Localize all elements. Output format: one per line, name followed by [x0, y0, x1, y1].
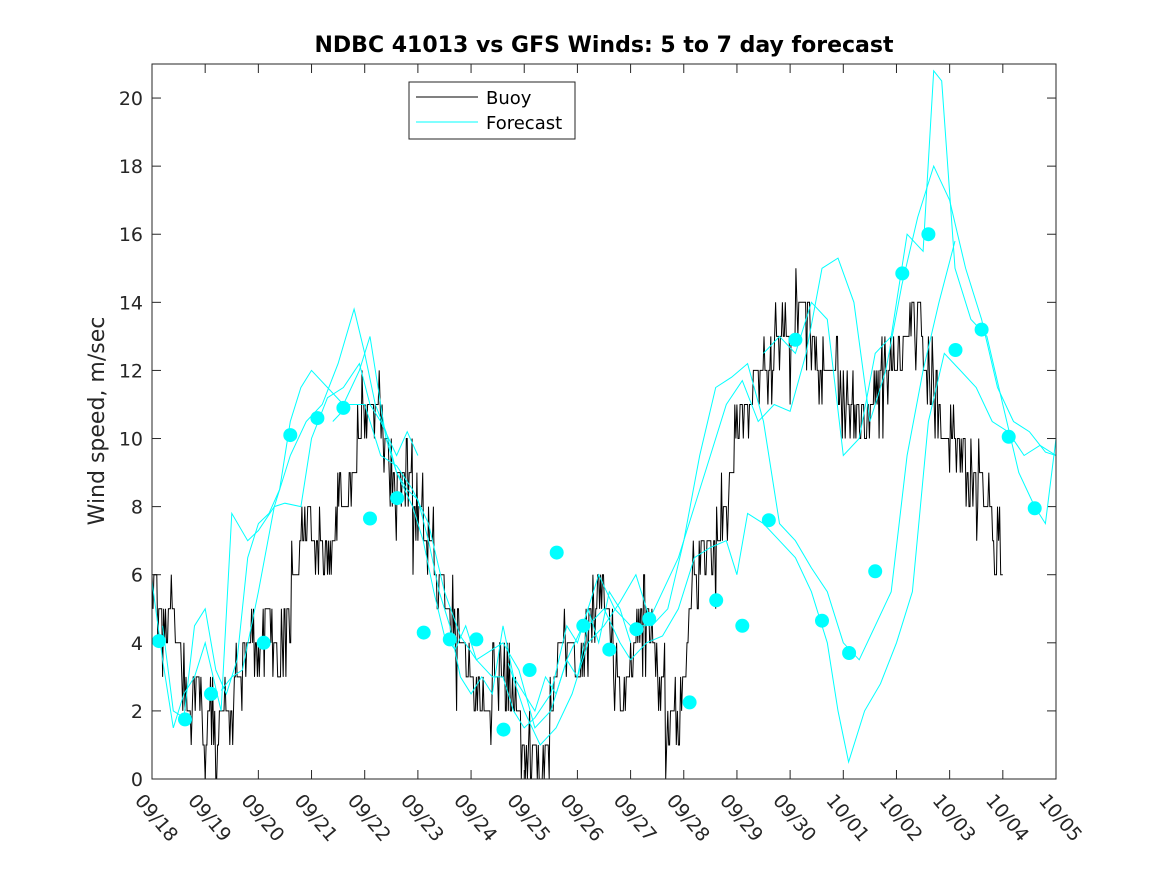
forecast-marker: [363, 511, 377, 526]
y-tick-label: 12: [119, 360, 143, 382]
forecast-marker: [1001, 429, 1016, 444]
forecast-marker: [842, 646, 857, 660]
forecast-series-line-1: [152, 362, 419, 729]
forecast-marker: [522, 663, 537, 677]
forecast-marker: [709, 593, 724, 608]
legend-box: [408, 81, 576, 140]
y-tick-label: 18: [119, 156, 143, 178]
forecast-marker: [948, 343, 963, 357]
forecast-marker: [895, 266, 910, 281]
forecast-marker: [256, 635, 271, 650]
y-tick-label: 16: [119, 224, 143, 246]
forecast-marker: [310, 411, 325, 426]
y-axis-label: Wind speed, m/sec: [85, 317, 110, 526]
forecast-marker: [868, 564, 883, 579]
forecast-marker: [469, 632, 484, 647]
forecast-marker: [735, 618, 750, 633]
forecast-series-line-5: [507, 240, 956, 746]
legend-label-buoy: Buoy: [486, 88, 532, 109]
y-tick-label: 4: [131, 633, 143, 655]
forecast-marker: [549, 545, 564, 560]
forecast-marker: [152, 634, 166, 649]
forecast-marker: [204, 686, 218, 701]
chart-title: NDBC 41013 vs GFS Winds: 5 to 7 day fore…: [315, 33, 894, 58]
forecast-marker: [602, 642, 617, 657]
forecast-marker: [629, 622, 644, 637]
y-tick-label: 14: [119, 292, 143, 314]
forecast-marker: [788, 332, 803, 347]
plot-area: [152, 64, 1056, 779]
forecast-marker: [178, 712, 192, 727]
y-tick-label: 6: [131, 565, 143, 587]
forecast-marker: [1027, 501, 1042, 516]
y-tick-label: 20: [119, 88, 143, 110]
forecast-series-line-6: [763, 69, 1056, 526]
forecast-marker: [442, 632, 457, 647]
y-tick-label: 2: [131, 701, 143, 723]
y-tick-label: 8: [131, 497, 143, 519]
series-layer: [152, 69, 1056, 779]
forecast-marker: [761, 513, 776, 528]
forecast-marker: [682, 695, 697, 710]
forecast-marker: [496, 722, 511, 737]
forecast-marker: [336, 400, 351, 415]
forecast-marker: [974, 322, 989, 337]
legend: Buoy Forecast: [408, 81, 576, 140]
forecast-marker: [642, 612, 657, 626]
forecast-marker: [576, 618, 591, 633]
forecast-marker: [390, 491, 405, 506]
buoy-series-line: [152, 268, 1003, 779]
forecast-marker: [283, 428, 298, 443]
forecast-series-line-4: [332, 164, 1056, 729]
y-tick-label: 0: [131, 769, 143, 791]
forecast-marker: [416, 625, 431, 640]
plot-frame: [151, 63, 1057, 780]
y-tick-label: 10: [119, 429, 143, 451]
legend-label-forecast: Forecast: [486, 113, 562, 134]
forecast-marker: [815, 613, 829, 628]
forecast-marker: [921, 227, 936, 242]
